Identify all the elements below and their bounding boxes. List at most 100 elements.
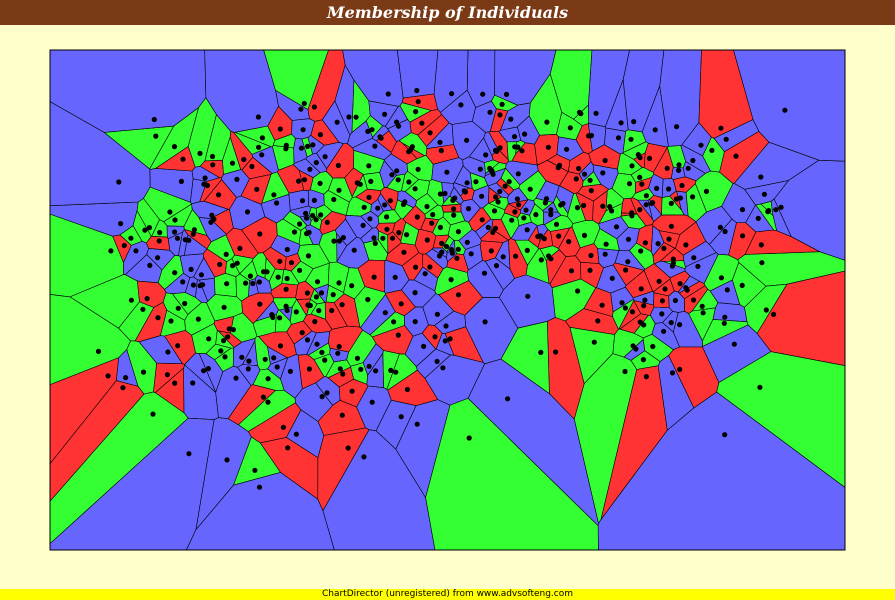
voronoi-cell bbox=[533, 197, 554, 211]
data-point bbox=[336, 280, 342, 286]
data-point bbox=[375, 205, 381, 211]
data-point bbox=[388, 367, 394, 373]
voronoi-cell bbox=[295, 280, 315, 300]
data-point bbox=[676, 162, 682, 168]
voronoi-cell bbox=[648, 173, 664, 198]
data-point bbox=[413, 109, 419, 115]
data-point bbox=[382, 202, 388, 208]
data-point bbox=[666, 186, 672, 192]
data-point bbox=[408, 147, 414, 153]
voronoi-cell bbox=[119, 225, 143, 246]
data-point bbox=[449, 250, 455, 256]
data-point bbox=[642, 297, 648, 303]
data-point bbox=[448, 277, 454, 283]
data-point bbox=[505, 396, 511, 402]
data-point bbox=[464, 180, 470, 186]
data-point bbox=[226, 326, 232, 332]
data-point bbox=[721, 320, 727, 326]
data-point bbox=[723, 136, 729, 142]
data-point bbox=[382, 310, 388, 316]
footer-credit: ChartDirector (unregistered) from www.ad… bbox=[321, 589, 574, 599]
data-point bbox=[284, 246, 290, 253]
data-point bbox=[722, 314, 728, 320]
data-point bbox=[674, 124, 680, 130]
data-point bbox=[434, 358, 440, 364]
data-point bbox=[455, 229, 461, 235]
data-point bbox=[566, 239, 572, 245]
data-point bbox=[642, 240, 649, 246]
data-point bbox=[340, 235, 346, 241]
data-point bbox=[638, 248, 644, 254]
data-point bbox=[259, 152, 265, 158]
data-point bbox=[654, 185, 660, 191]
data-point bbox=[368, 178, 374, 184]
data-point bbox=[175, 305, 181, 311]
data-point bbox=[373, 368, 379, 374]
data-point bbox=[197, 150, 203, 156]
data-point bbox=[588, 132, 595, 139]
data-point bbox=[503, 91, 510, 97]
data-point bbox=[591, 339, 597, 345]
data-point bbox=[623, 267, 629, 273]
voronoi-cell bbox=[233, 132, 272, 155]
data-point bbox=[395, 177, 401, 183]
data-point bbox=[270, 314, 276, 320]
data-point bbox=[524, 227, 530, 233]
data-point bbox=[180, 156, 186, 162]
data-point bbox=[361, 204, 367, 210]
voronoi-cell bbox=[327, 366, 355, 388]
data-point bbox=[512, 144, 518, 150]
data-point bbox=[412, 319, 418, 325]
voronoi-cell bbox=[588, 144, 621, 170]
data-point bbox=[172, 229, 178, 235]
data-point bbox=[372, 143, 378, 149]
data-point bbox=[414, 214, 420, 220]
data-point bbox=[703, 188, 710, 194]
voronoi-cell bbox=[267, 105, 293, 141]
data-point bbox=[353, 114, 359, 120]
data-point bbox=[120, 385, 126, 391]
voronoi-cell bbox=[681, 122, 712, 157]
data-point bbox=[239, 354, 245, 360]
data-point bbox=[316, 308, 322, 314]
voronoi-cell bbox=[661, 195, 685, 216]
data-point bbox=[178, 178, 184, 184]
data-point bbox=[218, 348, 224, 354]
data-point bbox=[190, 282, 196, 288]
data-point bbox=[201, 181, 207, 187]
data-point bbox=[468, 251, 474, 257]
data-point bbox=[553, 221, 560, 227]
data-point bbox=[147, 262, 153, 268]
data-point bbox=[541, 236, 547, 242]
data-point bbox=[247, 273, 253, 279]
voronoi-cell bbox=[327, 261, 350, 293]
data-point bbox=[765, 209, 771, 215]
data-point bbox=[246, 358, 252, 364]
data-point bbox=[492, 225, 499, 231]
data-point bbox=[369, 127, 375, 133]
data-point bbox=[331, 196, 337, 203]
data-point bbox=[543, 196, 550, 202]
data-point bbox=[175, 343, 181, 349]
data-point bbox=[587, 267, 593, 273]
data-point bbox=[313, 217, 319, 223]
data-point bbox=[274, 200, 280, 206]
data-point bbox=[465, 206, 472, 212]
data-point bbox=[245, 366, 251, 372]
data-point bbox=[641, 322, 647, 328]
data-point bbox=[740, 233, 746, 239]
voronoi-cell bbox=[394, 199, 414, 220]
data-point bbox=[349, 388, 355, 394]
data-point bbox=[690, 194, 696, 200]
data-point bbox=[128, 235, 134, 241]
data-point bbox=[599, 302, 605, 308]
data-point bbox=[581, 232, 588, 238]
data-point bbox=[452, 195, 458, 201]
voronoi-cell bbox=[462, 156, 486, 179]
data-point bbox=[299, 198, 306, 204]
data-point bbox=[724, 287, 730, 293]
data-point bbox=[481, 270, 488, 276]
data-point bbox=[319, 349, 325, 355]
data-point bbox=[339, 412, 345, 418]
data-point bbox=[415, 166, 421, 172]
